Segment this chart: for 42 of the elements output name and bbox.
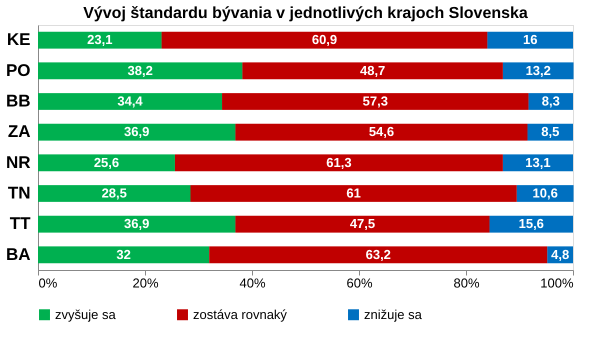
- data-label: 34,4: [117, 94, 144, 109]
- data-label: 38,2: [128, 62, 153, 78]
- data-label: 4,8: [551, 246, 570, 262]
- legend-label: zvyšuje sa: [55, 306, 116, 322]
- data-label: 10,6: [532, 185, 558, 200]
- data-label: 60,9: [312, 32, 338, 48]
- data-label: 61,3: [326, 154, 352, 170]
- data-label: 54,6: [368, 124, 394, 140]
- data-label: 13,2: [526, 62, 551, 78]
- x-tick-label: 0%: [38, 276, 58, 290]
- data-label: 8,3: [542, 94, 560, 109]
- data-label: 13,1: [525, 154, 551, 170]
- legend-label: zostáva rovnaký: [193, 306, 288, 322]
- data-label: 32: [116, 246, 131, 262]
- y-tick-label: BA: [6, 244, 30, 264]
- data-label: 8,5: [541, 124, 560, 140]
- data-label: 61: [346, 185, 361, 200]
- data-label: 28,5: [102, 185, 127, 200]
- data-label: 57,3: [362, 94, 388, 109]
- data-label: 15,6: [518, 216, 544, 232]
- x-tick-label: 80%: [453, 276, 480, 290]
- x-tick-label: 60%: [346, 276, 373, 290]
- data-label: 36,9: [124, 124, 150, 140]
- data-label: 23,1: [87, 32, 112, 48]
- y-tick-label: TN: [8, 183, 30, 202]
- chart-title: Vývoj štandardu bývania v jednotlivých krajoch Slovenska: [83, 5, 528, 22]
- x-tick-label: 20%: [132, 276, 159, 290]
- data-label: 36,9: [124, 216, 150, 232]
- x-tick-label: 100%: [540, 276, 574, 290]
- data-label: 25,6: [94, 154, 120, 170]
- data-label: 63,2: [366, 246, 391, 262]
- y-tick-label: NR: [6, 152, 30, 172]
- y-tick-label: KE: [6, 30, 30, 50]
- legend-label: znižuje sa: [364, 306, 423, 322]
- y-tick-label: PO: [6, 60, 30, 80]
- y-tick-label: BB: [6, 92, 30, 111]
- y-tick-label: TT: [10, 214, 32, 234]
- x-tick-label: 40%: [239, 276, 266, 290]
- data-label: 48,7: [360, 62, 386, 78]
- data-label: 16: [522, 32, 538, 48]
- data-label: 47,5: [350, 216, 376, 232]
- y-tick-label: ZA: [8, 122, 30, 142]
